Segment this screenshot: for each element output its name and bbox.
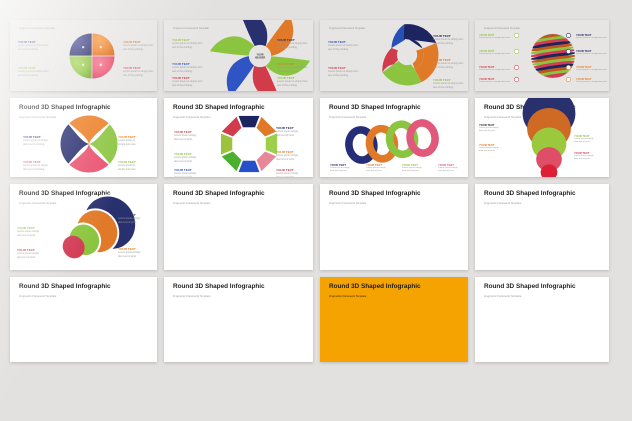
svg-text:HEADER: HEADER: [255, 57, 265, 60]
svg-text:YOUR: YOUR: [257, 53, 264, 56]
